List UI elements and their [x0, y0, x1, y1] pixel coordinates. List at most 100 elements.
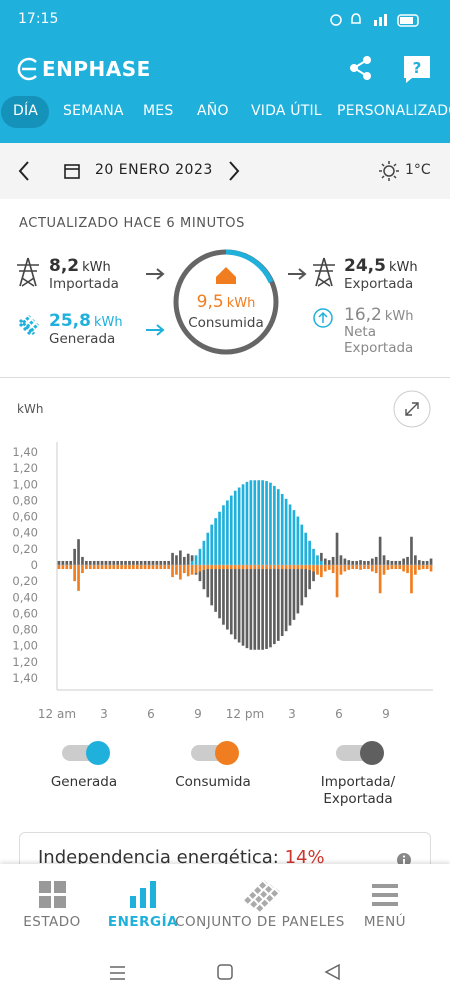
legend-toggle-knob[interactable] [86, 741, 110, 765]
bar [81, 565, 84, 574]
bar [198, 571, 202, 582]
period-tab[interactable]: VIDA ÚTIL [251, 103, 322, 119]
next-day[interactable] [226, 160, 242, 182]
bar [159, 565, 163, 570]
bar [214, 569, 217, 612]
bar [139, 565, 143, 570]
bar [100, 560, 104, 565]
bar [406, 565, 409, 574]
bar [284, 569, 288, 632]
y-tick-label: 0,60 [12, 510, 38, 524]
period-tab[interactable]: MES [143, 103, 174, 119]
bar [57, 565, 61, 570]
period-tab[interactable]: SEMANA [63, 103, 124, 119]
generated-label: Generada [49, 331, 116, 347]
bar [104, 565, 108, 570]
bar [229, 569, 233, 635]
bar [249, 569, 253, 650]
bar [414, 555, 417, 565]
bar [284, 565, 288, 570]
bar [296, 516, 300, 565]
bar [370, 558, 374, 565]
legend-label: Consumida [175, 774, 251, 790]
nav-tab[interactable]: MENÚ [363, 914, 407, 930]
bar [85, 560, 88, 565]
bar [241, 484, 245, 565]
bar [394, 565, 398, 570]
bar [77, 539, 80, 565]
y-tick-label: 1,00 [12, 639, 38, 653]
bar [331, 565, 335, 574]
y-tick-label: 1,40 [12, 671, 38, 685]
legend-toggle-knob[interactable] [215, 741, 239, 765]
temperature: 1°C [405, 162, 431, 178]
net-value: 16,2 [344, 305, 382, 325]
weather-icon [379, 161, 399, 181]
bar [269, 569, 272, 648]
bar [198, 565, 202, 572]
bar [406, 556, 409, 565]
bar [425, 565, 429, 570]
info-icon[interactable] [396, 852, 412, 868]
y-tick-label: 0,80 [12, 493, 38, 507]
prev-day[interactable] [16, 160, 32, 182]
date-bar [0, 143, 450, 199]
bar [190, 560, 194, 565]
bar [359, 560, 362, 565]
share-button[interactable] [348, 55, 374, 81]
bar [151, 560, 155, 565]
bar [88, 560, 92, 565]
bar [280, 565, 284, 570]
bar [167, 560, 170, 565]
bar [186, 565, 190, 577]
bar [132, 565, 135, 570]
bar [222, 505, 225, 565]
nav-tab[interactable]: CONJUNTO DE PANELES [175, 914, 345, 930]
imported-value: 8,2 [49, 256, 80, 276]
y-unit: kWh [17, 402, 43, 416]
bar [73, 548, 76, 565]
bar [112, 565, 116, 570]
bar [367, 565, 370, 570]
nav-tab[interactable]: ESTADO [23, 914, 81, 930]
bar [233, 565, 237, 570]
brand-name: ENPHASE [42, 57, 151, 81]
bar [402, 558, 405, 565]
bar [312, 571, 315, 582]
bar [276, 565, 280, 570]
grid-tower-icon [17, 257, 39, 287]
bar [347, 560, 351, 565]
bar [190, 555, 194, 561]
status-icons [330, 13, 419, 27]
help-button[interactable]: ? [402, 54, 432, 84]
bar [77, 565, 80, 591]
bar [222, 569, 225, 625]
expand-icon [405, 402, 419, 416]
exported-label: Exportada [344, 276, 414, 292]
period-tab[interactable]: PERSONALIZADO [337, 103, 450, 119]
brand-logo [17, 57, 37, 81]
period-tab[interactable]: AÑO [197, 103, 229, 119]
bar [233, 569, 237, 640]
bar [355, 560, 358, 565]
bar [339, 565, 343, 575]
bar [163, 560, 167, 565]
bar [124, 560, 127, 565]
nav-tab[interactable]: ENERGÍA [107, 914, 179, 930]
period-tab[interactable]: DÍA [13, 103, 39, 119]
updated-label: ACTUALIZADO HACE 6 MINUTOS [19, 216, 245, 231]
bar [390, 560, 394, 565]
panel-icon [18, 314, 40, 336]
bar [394, 560, 398, 565]
calendar-icon[interactable] [63, 162, 81, 180]
legend-toggle-knob[interactable] [360, 741, 384, 765]
net-label: Neta Exportada [344, 324, 414, 356]
generated-unit: kWh [93, 315, 123, 330]
bar [308, 540, 311, 565]
bar [202, 565, 206, 570]
generated-value: 25,8 [49, 311, 91, 331]
bar [398, 560, 402, 565]
x-tick-label: 12 pm [226, 707, 264, 721]
bar [323, 558, 327, 565]
